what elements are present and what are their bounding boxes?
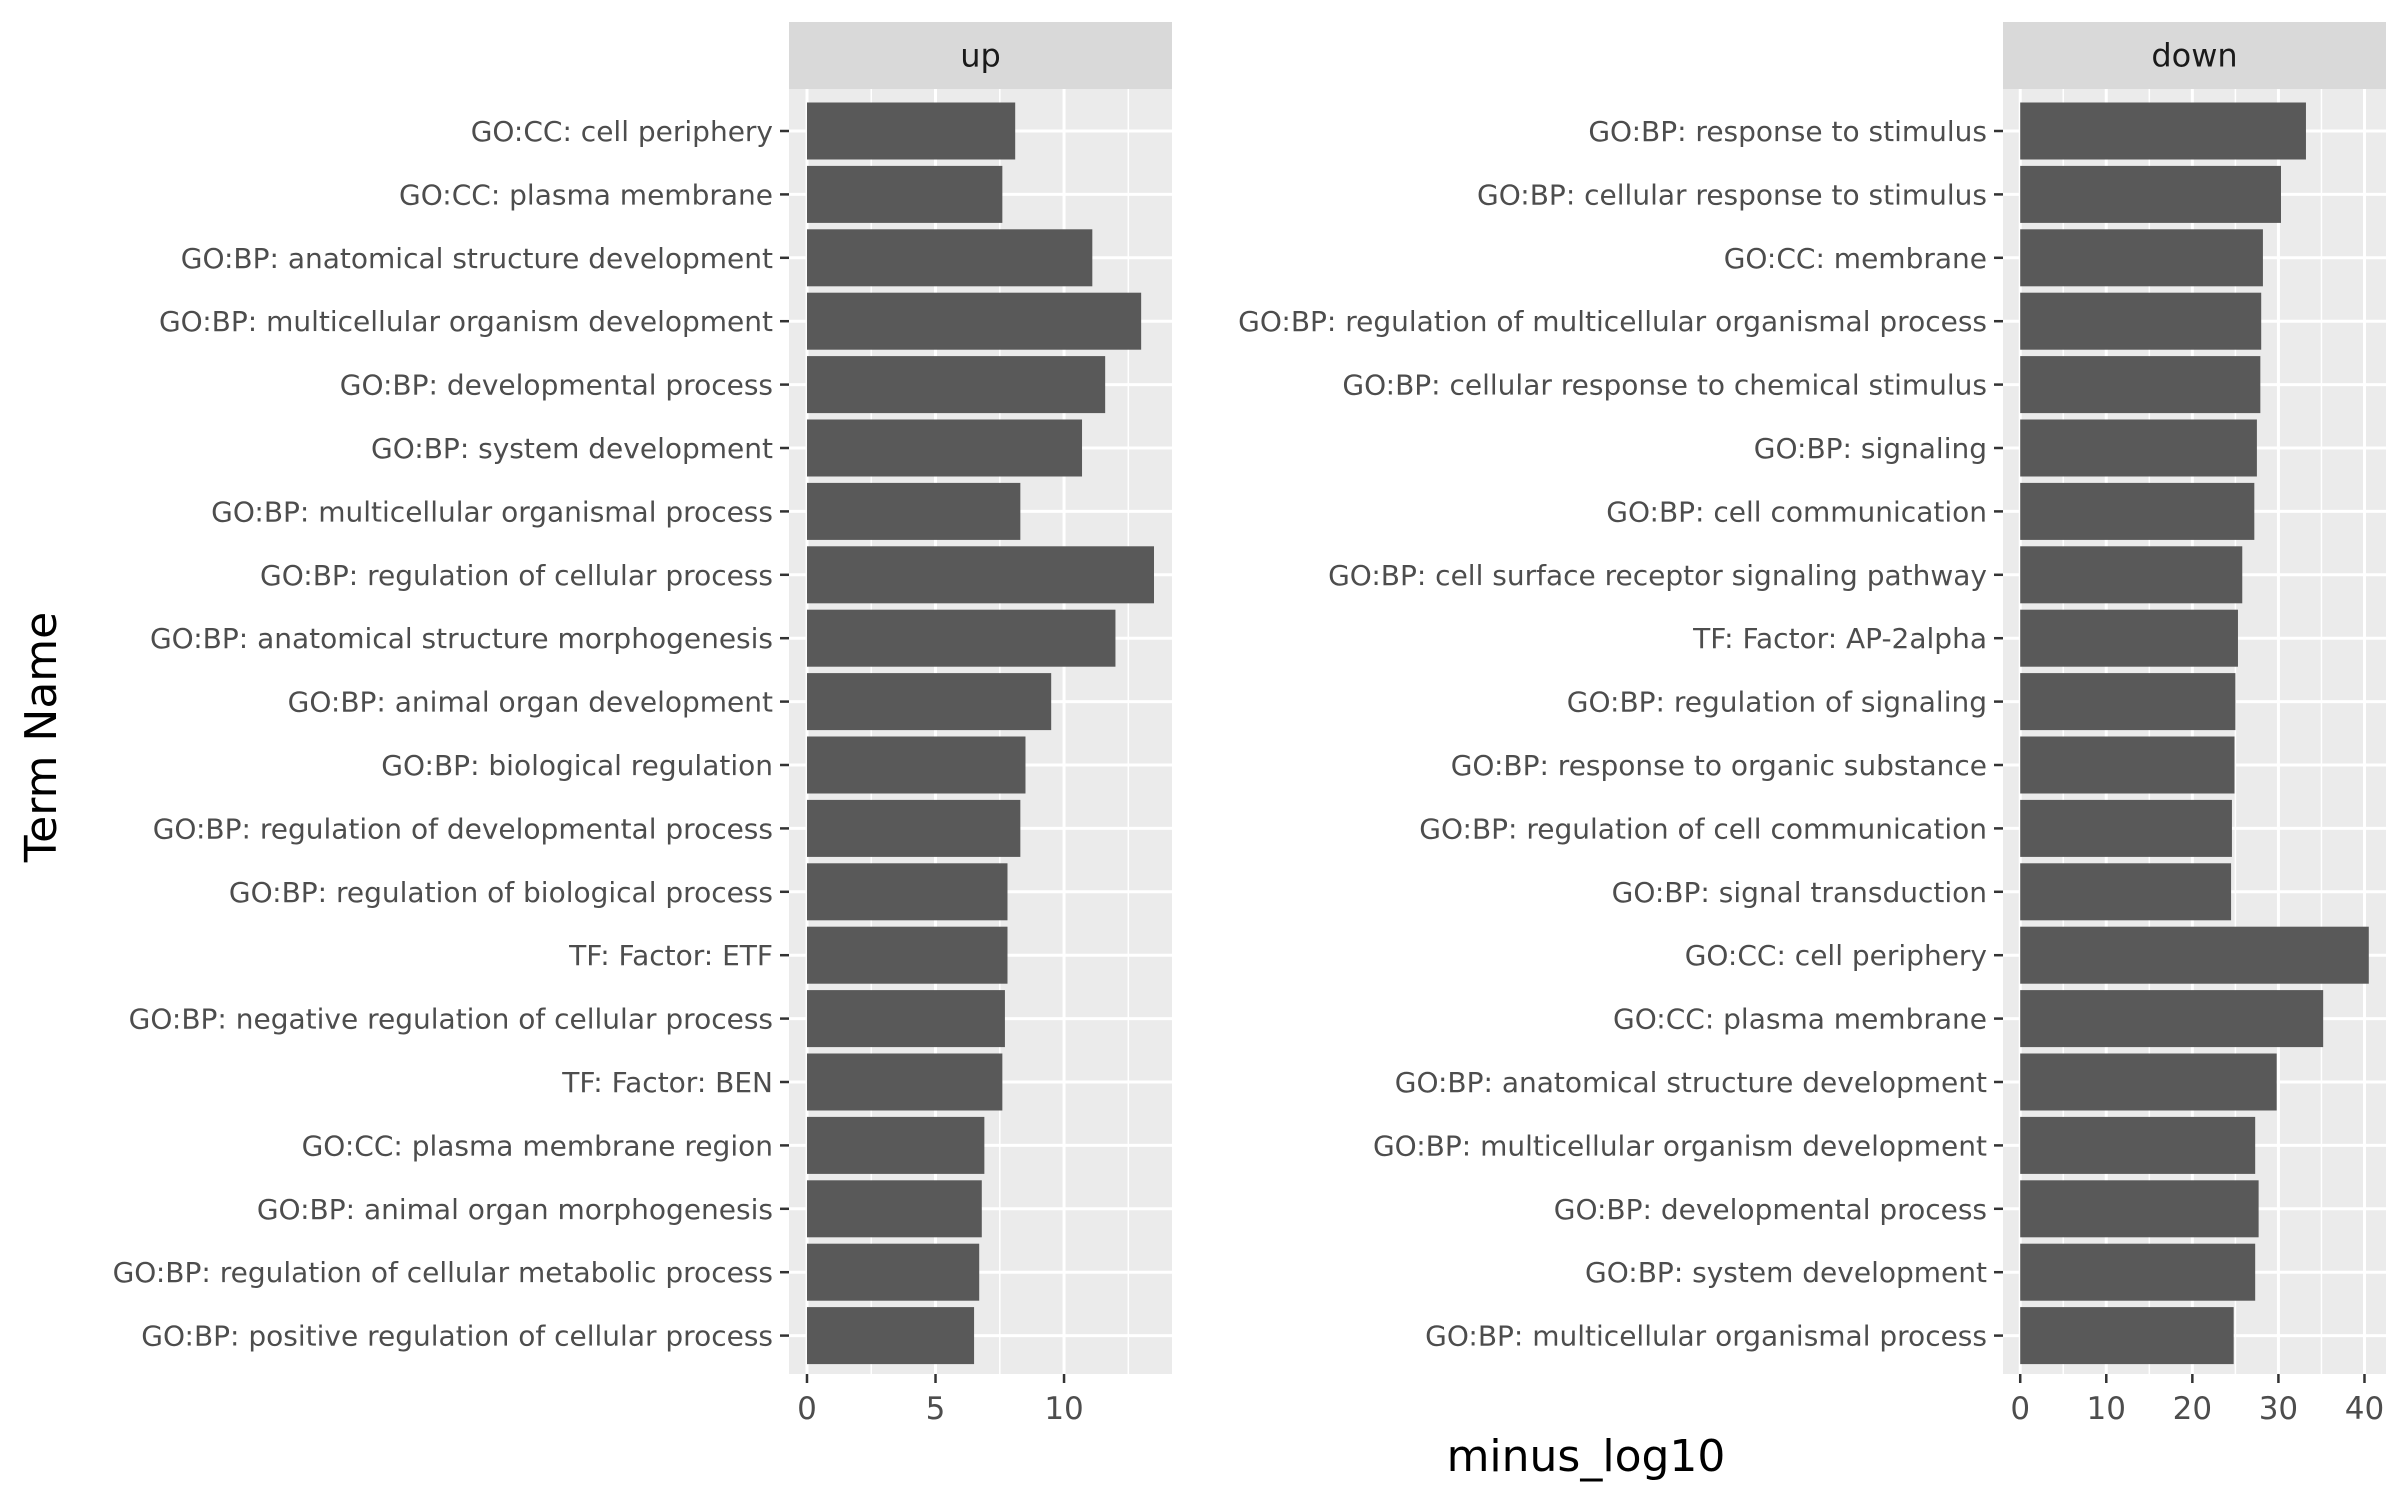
facet-panel-up: up GO:CC: cell periphery GO:CC: plasma mem…: [113, 22, 1172, 1427]
bar: [2020, 863, 2232, 921]
x-tick-label: 0: [797, 1391, 817, 1427]
bar: [2020, 292, 2262, 350]
bar: [2020, 482, 2255, 540]
bar: [806, 1180, 982, 1238]
y-tick-label: GO:BP: cell communication: [1606, 495, 1987, 528]
facet-strip: [2003, 22, 2386, 89]
bar: [806, 419, 1083, 477]
y-tick-label: GO:BP: regulation of cellular metabolic …: [113, 1256, 773, 1289]
bar: [806, 736, 1026, 794]
y-tick-label: GO:BP: negative regulation of cellular p…: [129, 1003, 773, 1036]
bar: [2020, 165, 2281, 223]
bar: [806, 863, 1008, 921]
y-tick-label: GO:BP: regulation of developmental proce…: [153, 812, 773, 845]
bar: [2020, 609, 2238, 667]
bar: [2020, 1116, 2256, 1174]
y-tick-label: GO:BP: regulation of multicellular organ…: [1238, 305, 1987, 338]
y-tick-label: GO:CC: membrane: [1724, 242, 1987, 275]
y-tick-label: GO:BP: anatomical structure development: [1395, 1066, 1987, 1099]
bar: [2020, 673, 2236, 731]
y-tick-label: GO:BP: regulation of cellular process: [260, 559, 773, 592]
y-tick-label: GO:CC: plasma membrane: [1613, 1003, 1987, 1036]
x-tick-label: 20: [2173, 1391, 2212, 1427]
bar: [2020, 799, 2232, 857]
bar: [2020, 356, 2261, 414]
y-axis-title: Term Name: [16, 612, 67, 863]
y-tick-label: GO:CC: plasma membrane region: [302, 1129, 773, 1162]
bar: [806, 292, 1142, 350]
y-tick-label: GO:BP: developmental process: [340, 369, 773, 402]
y-tick-label: GO:CC: cell periphery: [1685, 939, 1987, 972]
x-tick-label: 40: [2345, 1391, 2384, 1427]
bar: [806, 609, 1116, 667]
bar: [806, 1053, 1003, 1111]
y-tick-label: GO:BP: developmental process: [1554, 1193, 1987, 1226]
bar: [806, 229, 1093, 287]
y-tick-label: GO:CC: cell periphery: [471, 115, 773, 148]
bar: [806, 356, 1106, 414]
bar: [806, 1307, 975, 1365]
y-tick-label: TF: Factor: AP-2alpha: [1692, 622, 1987, 655]
bar: [2020, 990, 2324, 1048]
y-tick-label: GO:BP: regulation of cell communication: [1419, 812, 1987, 845]
y-tick-label: GO:BP: anatomical structure morphogenesi…: [150, 622, 773, 655]
bar: [2020, 102, 2306, 160]
y-tick-label: GO:BP: multicellular organismal process: [211, 495, 773, 528]
x-tick-label: 10: [2087, 1391, 2126, 1427]
x-tick-label: 5: [926, 1391, 946, 1427]
y-tick-label: GO:BP: cell surface receptor signaling p…: [1328, 559, 1987, 592]
y-tick-label: GO:BP: system development: [1585, 1256, 1987, 1289]
x-tick-label: 0: [2010, 1391, 2030, 1427]
bar: [806, 546, 1155, 604]
facet-strip-label: down: [2151, 37, 2237, 75]
y-tick-label: GO:BP: regulation of signaling: [1567, 686, 1987, 719]
bar: [2020, 1307, 2234, 1365]
y-tick-label: GO:CC: plasma membrane: [399, 178, 773, 211]
y-tick-label: GO:BP: system development: [371, 432, 773, 465]
facet-panel-down: down GO:BP: response to stimulus GO:BP: ce…: [1238, 22, 2386, 1427]
y-tick-label: GO:BP: multicellular organism developmen…: [159, 305, 773, 338]
bar: [806, 482, 1021, 540]
y-tick-label: GO:BP: cellular response to chemical sti…: [1342, 369, 1987, 402]
y-tick-label: GO:BP: positive regulation of cellular p…: [141, 1320, 773, 1353]
bar: [2020, 419, 2257, 477]
facet-strip-label: up: [960, 37, 1001, 75]
y-tick-label: TF: Factor: ETF: [568, 939, 773, 972]
y-tick-label: TF: Factor: BEN: [561, 1066, 773, 1099]
bar: [806, 799, 1021, 857]
x-axis-title: minus_log10: [1447, 1431, 1726, 1482]
y-tick-label: GO:BP: multicellular organism developmen…: [1373, 1129, 1987, 1162]
y-tick-label: GO:BP: signaling: [1754, 432, 1987, 465]
bar: [2020, 229, 2263, 287]
bar: [2020, 736, 2235, 794]
y-tick-label: GO:BP: animal organ development: [288, 686, 773, 719]
y-tick-label: GO:BP: response to organic substance: [1451, 749, 1987, 782]
x-tick-label: 30: [2259, 1391, 2298, 1427]
y-tick-label: GO:BP: animal organ morphogenesis: [257, 1193, 773, 1226]
bar: [2020, 1243, 2256, 1301]
bar: [806, 102, 1016, 160]
y-tick-label: GO:BP: biological regulation: [381, 749, 773, 782]
bar: [806, 673, 1052, 731]
bar: [2020, 1053, 2277, 1111]
y-tick-label: GO:BP: signal transduction: [1612, 876, 1987, 909]
bar: [2020, 546, 2243, 604]
y-tick-label: GO:BP: regulation of biological process: [229, 876, 773, 909]
facet-strip: [789, 22, 1172, 89]
bar: [2020, 926, 2369, 984]
y-tick-label: GO:BP: cellular response to stimulus: [1477, 178, 1987, 211]
bar: [806, 1116, 985, 1174]
bar: [806, 165, 1003, 223]
bar: [806, 1243, 980, 1301]
bar: [2020, 1180, 2259, 1238]
y-tick-label: GO:BP: response to stimulus: [1588, 115, 1987, 148]
x-tick-label: 10: [1044, 1391, 1083, 1427]
bar: [806, 990, 1005, 1048]
bar: [806, 926, 1008, 984]
y-tick-label: GO:BP: anatomical structure development: [181, 242, 773, 275]
y-tick-label: GO:BP: multicellular organismal process: [1425, 1320, 1987, 1353]
